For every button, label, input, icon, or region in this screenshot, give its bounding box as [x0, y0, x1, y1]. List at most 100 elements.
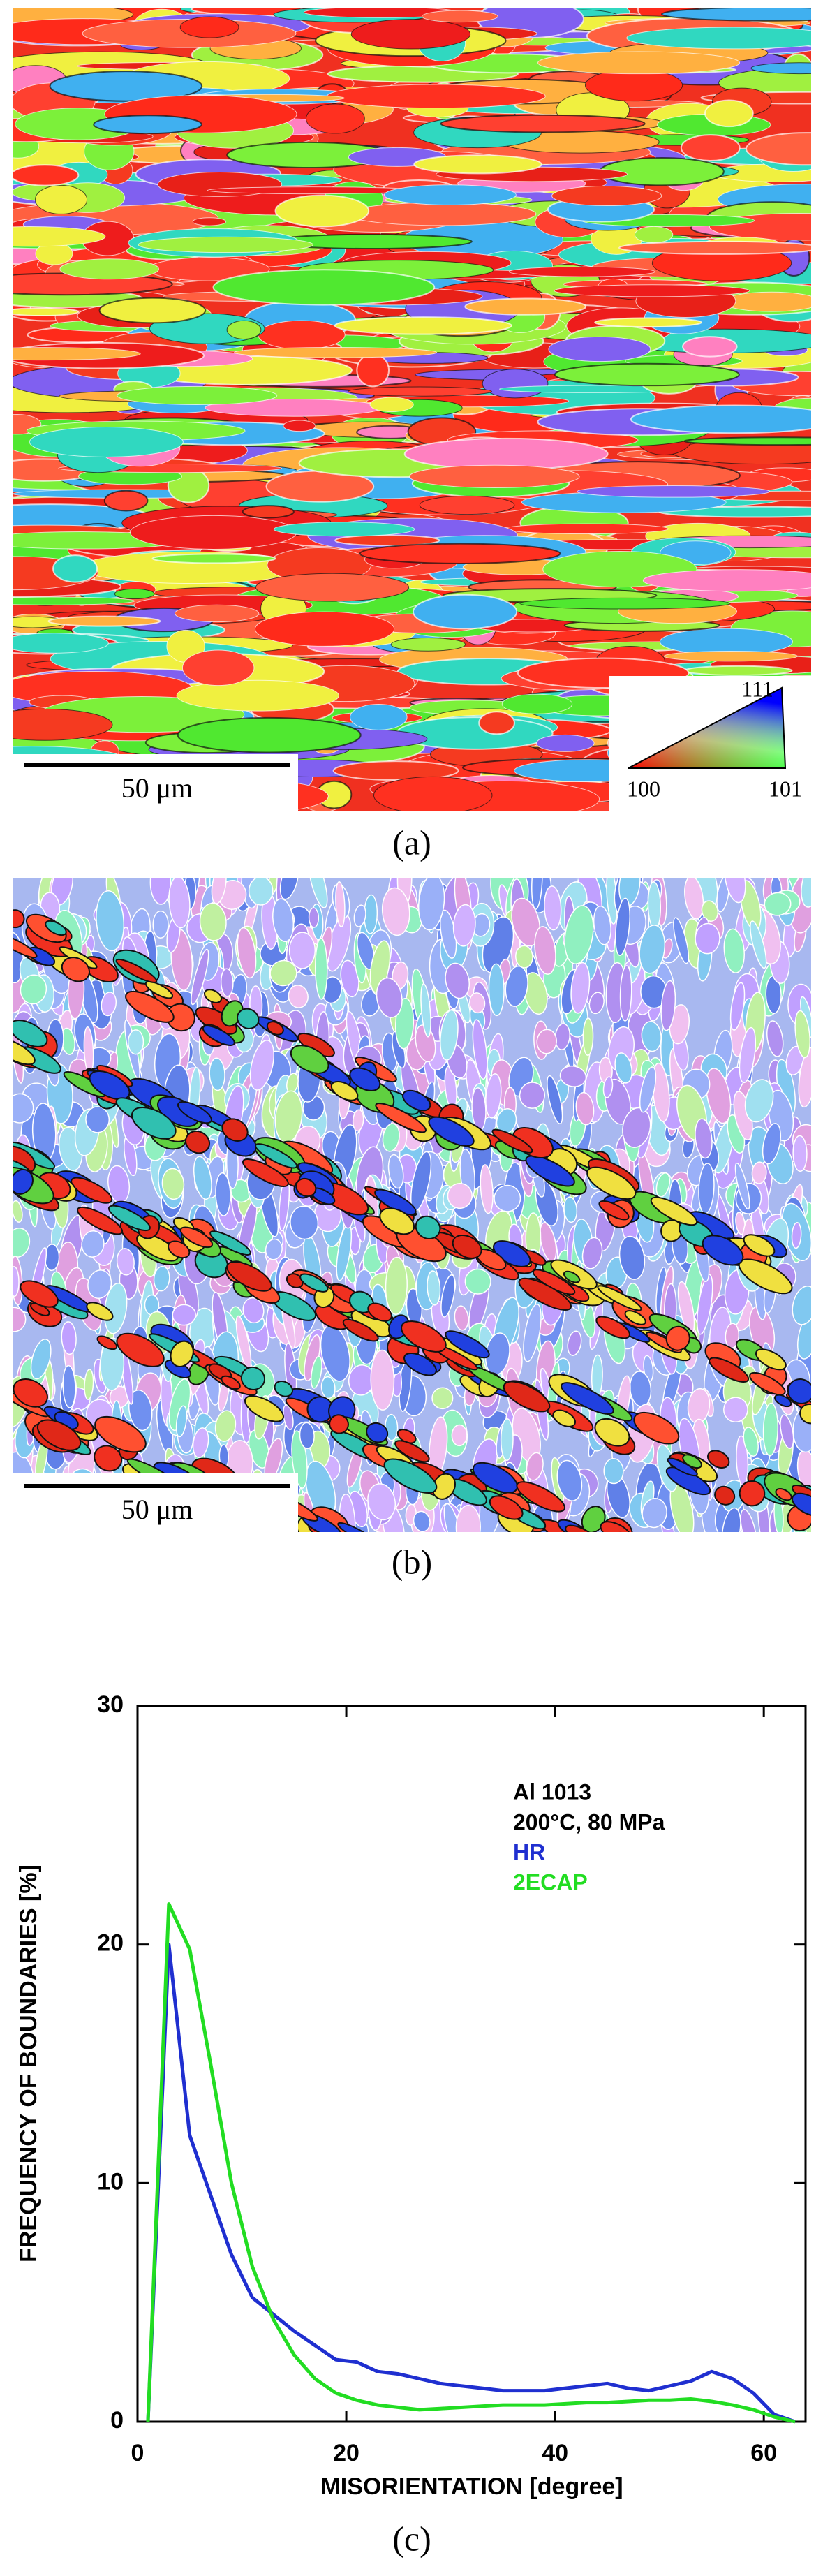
grain [528, 1608, 561, 1642]
grain [13, 1266, 20, 1297]
grain [551, 185, 662, 207]
grain [334, 316, 512, 335]
grain [750, 62, 811, 75]
grain [799, 1403, 811, 1425]
grain [202, 1025, 235, 1046]
grain [151, 553, 276, 564]
grain [420, 983, 431, 1038]
grain [494, 1184, 521, 1212]
grain [353, 904, 366, 927]
grain [598, 1200, 630, 1221]
grain [383, 1458, 438, 1494]
grain [695, 1118, 713, 1159]
grain [531, 878, 543, 910]
grain [624, 1310, 646, 1325]
grain [801, 878, 811, 908]
grain [209, 1057, 225, 1091]
grain [13, 1307, 27, 1332]
grain [30, 1339, 52, 1380]
grain [20, 1280, 59, 1308]
grain [413, 154, 542, 175]
grain [191, 948, 209, 1006]
grain [116, 1332, 165, 1367]
grain [622, 1654, 651, 1679]
grain [647, 1679, 679, 1706]
ipf-label: 111 [741, 676, 773, 701]
grain [581, 1237, 603, 1269]
grain [81, 1230, 105, 1258]
grain [739, 1026, 757, 1084]
grain [269, 959, 297, 987]
grain [89, 1070, 131, 1101]
grain [308, 907, 320, 928]
grain [744, 1079, 774, 1123]
grain [761, 1707, 805, 1739]
grain [792, 1286, 811, 1325]
grain [619, 965, 632, 1022]
grain [375, 1103, 427, 1133]
grain [77, 1206, 124, 1235]
grain [59, 258, 159, 280]
grain [500, 1418, 514, 1462]
grain [642, 1498, 667, 1529]
grain [678, 1578, 698, 1595]
grain [136, 1233, 179, 1262]
grain [723, 928, 745, 973]
grain [93, 115, 202, 135]
grain [536, 734, 595, 752]
grain [396, 716, 554, 750]
grain [226, 1261, 272, 1292]
grain [681, 1589, 738, 1630]
grain [221, 1118, 249, 1142]
grain [350, 703, 408, 730]
grain [723, 1397, 748, 1423]
grain [52, 554, 98, 583]
annotation: 200°C, 80 MPa [513, 1809, 665, 1834]
grain [258, 320, 346, 350]
grain [337, 1522, 376, 1532]
grain [310, 1355, 322, 1389]
grain [481, 1619, 511, 1643]
grain [602, 1529, 658, 1567]
grain [167, 1240, 191, 1259]
grain [29, 426, 184, 457]
grain [629, 1536, 682, 1570]
grain [403, 437, 609, 471]
grain [548, 336, 651, 362]
grain [274, 194, 370, 228]
grain [655, 1172, 671, 1198]
grain [547, 1614, 606, 1659]
grain [491, 1128, 533, 1154]
grain [754, 1590, 807, 1634]
x-tick-label: 20 [333, 2440, 359, 2466]
grain [564, 905, 594, 964]
annotation: Al 1013 [513, 1779, 591, 1804]
y-tick-label: 30 [97, 1691, 124, 1718]
grain [431, 1387, 454, 1410]
grain [561, 1642, 604, 1675]
grain [346, 202, 537, 226]
grain [427, 1270, 441, 1306]
grain [179, 1226, 214, 1249]
grain [695, 922, 720, 955]
grain [603, 1458, 624, 1485]
grain [642, 1563, 676, 1590]
series-line [146, 1943, 796, 2424]
grain [13, 226, 106, 247]
grain [563, 1196, 578, 1223]
grain [447, 1183, 473, 1209]
grain [211, 878, 227, 904]
grain [556, 1459, 583, 1501]
grain [563, 1270, 581, 1283]
grain [176, 679, 339, 712]
grain [452, 1234, 482, 1259]
grain [757, 1612, 806, 1649]
grain [212, 269, 436, 306]
grain [177, 1101, 212, 1124]
grain [101, 992, 117, 1017]
grain [13, 1037, 36, 1066]
grain [440, 1009, 459, 1061]
grain [13, 633, 109, 654]
grain [720, 1566, 757, 1600]
grain [153, 1265, 170, 1292]
